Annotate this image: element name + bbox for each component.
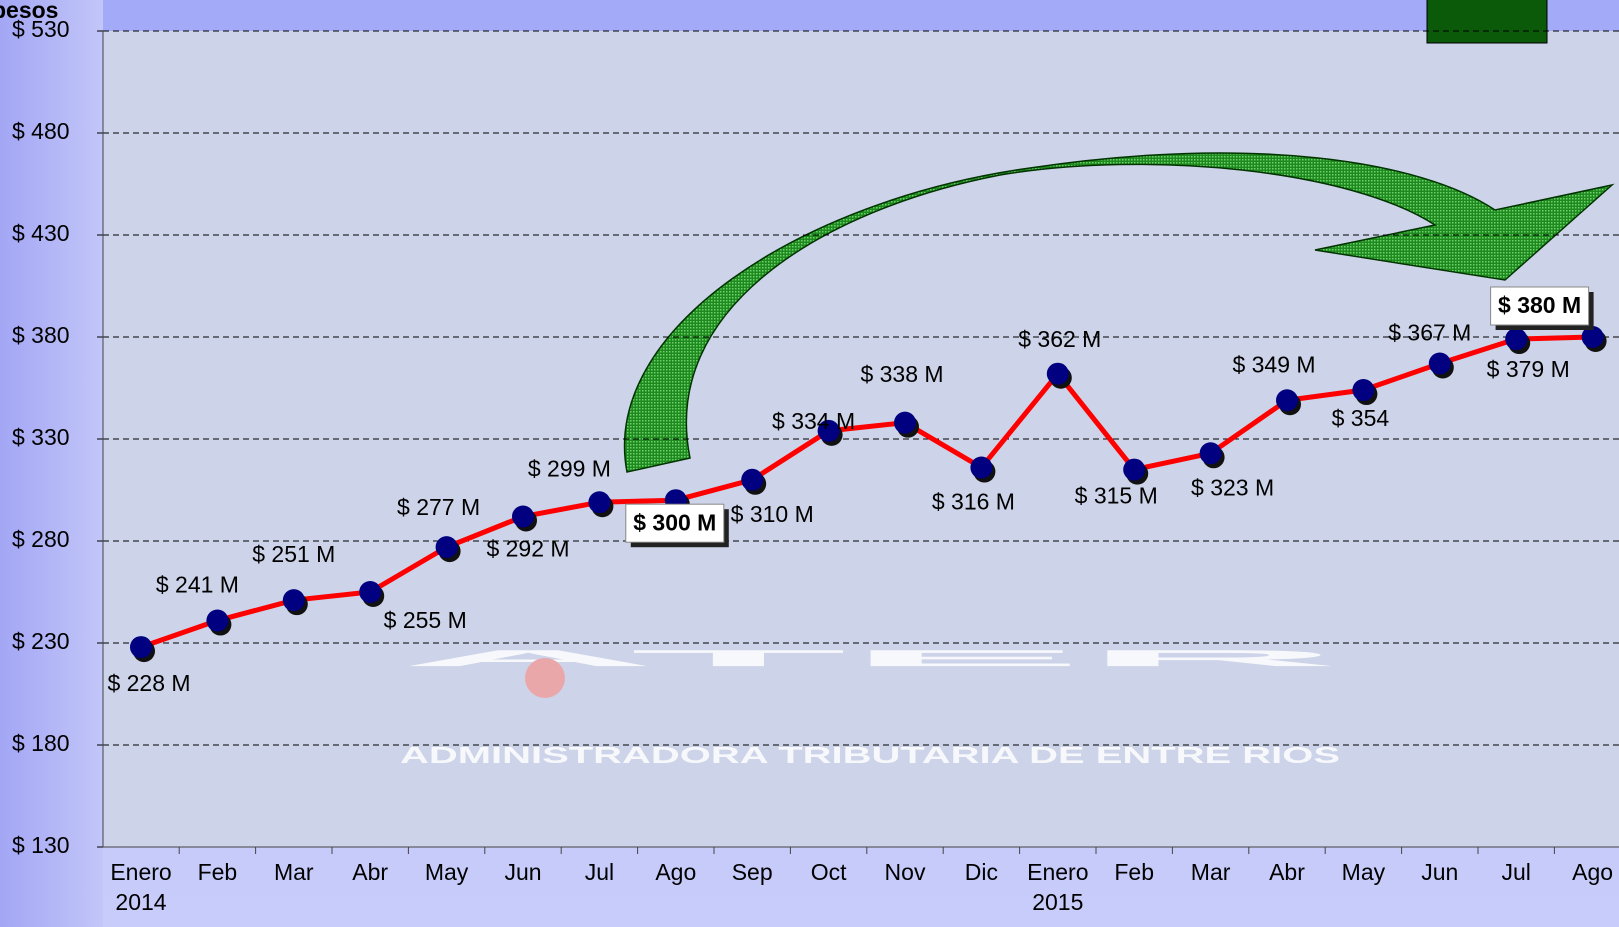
y-tick-label: $ 530 [12,16,70,42]
x-tick-label: Abr [1269,859,1305,885]
x-tick-label: Ago [655,859,697,885]
marker [1123,458,1146,481]
value-label: $ 310 M [731,501,814,527]
marker [1199,442,1222,465]
top-band [103,0,1619,31]
trend-arrow [624,152,1615,473]
marker [1276,389,1298,412]
y-tick-label: $ 130 [12,832,70,858]
x-tick-label: Enero 2015 [1027,859,1089,915]
y-tick-label: $ 380 [12,322,70,348]
y-tick-label: $ 180 [12,730,70,756]
x-tick-label: Feb [1114,859,1154,885]
marker [206,609,229,632]
watermark-dot [525,658,565,698]
value-label: $ 338 M [860,361,943,387]
marker [817,419,840,442]
marker [1046,362,1069,385]
value-label: $ 323 M [1191,474,1274,500]
value-label: $ 299 M [528,455,611,481]
marker [130,636,152,659]
x-tick-label: Enero 2014 [110,859,172,915]
x-tick-label: Jul [1501,859,1531,885]
legend-box [1426,0,1548,44]
watermark-subtitle: ADMINISTRADORA TRIBUTARIA DE ENTRE RIOS [400,742,1340,768]
x-tick-label: Jul [584,859,615,885]
y-tick-label: $ 480 [12,118,70,144]
marker [512,505,534,528]
x-tick-label: Jun [504,859,542,885]
x-tick-label: May [1341,859,1386,885]
x-tick-label: Oct [810,859,847,885]
y-axis-label: pesos [0,0,58,23]
value-label: $ 255 M [384,607,467,633]
x-tick-label: Ago [1572,859,1614,885]
x-tick-label: May [424,859,469,885]
value-label: $ 354 [1332,405,1390,431]
value-label: $ 292 M [486,536,569,562]
value-label: $ 300 M [633,509,716,535]
y-tick-label: $ 430 [12,220,70,246]
marker [1505,328,1528,351]
marker [1428,352,1451,375]
value-label: $ 241 M [156,572,239,598]
marker [282,589,305,612]
value-label: $ 316 M [932,489,1015,515]
value-label: $ 362 M [1018,326,1101,352]
y-tick-label: $ 330 [12,424,70,450]
x-tick-label: Dic [964,859,998,885]
marker [359,581,382,603]
value-label: $ 380 M [1498,292,1581,318]
marker [1352,379,1375,402]
value-label: $ 277 M [397,494,480,520]
marker [894,411,916,434]
value-label: $ 379 M [1487,356,1570,382]
watermark: ATER ADMINISTRADORA TRIBUTARIA DE ENTRE … [400,645,1346,768]
x-tick-label: Sep [731,859,773,885]
value-label: $ 228 M [107,670,190,696]
x-tick-label: Jun [1421,859,1459,885]
marker [588,491,611,514]
x-tick-label: Nov [884,859,926,885]
y-tick-label: $ 230 [12,628,70,654]
plot-area [103,31,1619,847]
value-label: $ 315 M [1075,483,1158,509]
x-tick-label: Mar [273,859,314,885]
value-label: $ 334 M [772,408,855,434]
x-tick-label: Abr [352,859,389,885]
marker [435,536,458,559]
label-box [625,503,725,543]
y-tick-label: $ 280 [12,526,70,552]
value-label: $ 251 M [252,541,335,567]
marker [741,468,764,491]
label-box [1490,286,1590,326]
marker [970,456,993,479]
x-tick-label: Feb [197,859,238,885]
marker [1581,326,1604,348]
left-band [0,0,103,927]
value-label: $ 367 M [1388,320,1471,346]
x-tick-label: Mar [1190,859,1231,885]
value-label: $ 349 M [1232,351,1315,377]
line [140,334,1593,650]
